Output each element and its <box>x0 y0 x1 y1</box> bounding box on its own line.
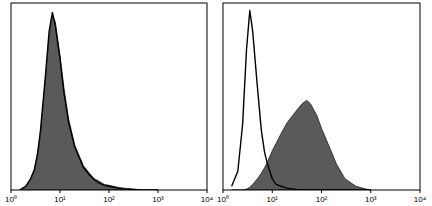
histogram-outline <box>232 10 371 190</box>
plot-marks <box>232 10 371 190</box>
x-tick <box>11 190 12 193</box>
x-tick <box>158 190 159 193</box>
plot-marks <box>20 12 158 190</box>
x-tick-label: 10¹ <box>266 195 278 204</box>
figure: 10⁰10¹10²10³10⁴10⁰10¹10²10³10⁴ <box>0 0 432 206</box>
x-tick-label: 10¹ <box>54 195 66 204</box>
x-tick-label: 10³ <box>152 195 164 204</box>
histogram-outline <box>20 12 158 190</box>
x-tick-label: 10² <box>103 195 115 204</box>
plot-frame <box>11 3 207 190</box>
x-tick-label: 10⁴ <box>201 195 214 204</box>
panel: 10⁰ 10¹ 10² 10³ 10⁴ <box>5 3 214 204</box>
x-tick-label: 10⁰ <box>217 195 229 204</box>
x-tick <box>321 190 322 193</box>
x-tick <box>109 190 110 193</box>
x-tick-label: 10⁰ <box>5 195 17 204</box>
x-tick-label: 10³ <box>365 195 377 204</box>
x-tick <box>420 190 421 193</box>
x-tick-label: 10² <box>316 195 328 204</box>
histogram-filled <box>232 100 371 190</box>
x-tick <box>223 190 224 193</box>
x-tick <box>272 190 273 193</box>
histogram-filled <box>20 16 158 190</box>
plot-frame <box>223 3 420 190</box>
panel: 10⁰ 10¹ 10² 10³ 10⁴ <box>217 3 427 204</box>
x-tick <box>370 190 371 193</box>
x-tick <box>60 190 61 193</box>
x-tick <box>207 190 208 193</box>
x-tick-label: 10⁴ <box>414 195 427 204</box>
